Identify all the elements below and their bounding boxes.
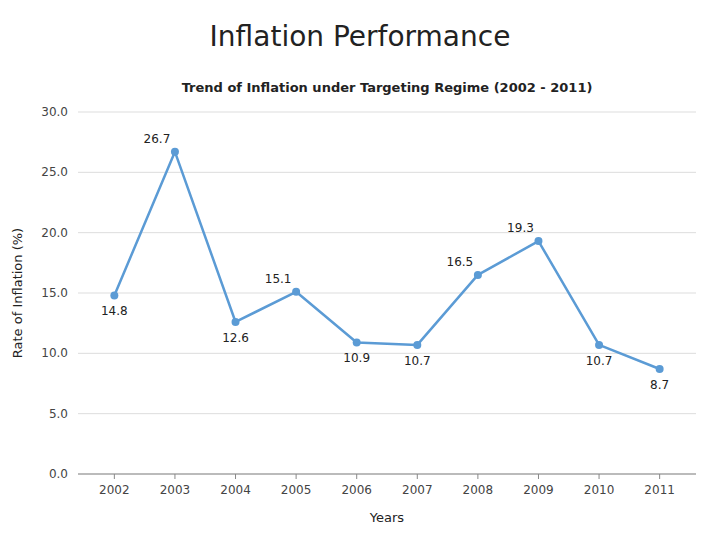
x-tick [356,474,357,479]
chart-container: Inflation Performance Trend of Inflation … [0,0,720,540]
x-tick-label: 2009 [523,483,554,497]
data-label: 14.8 [101,304,128,318]
data-point [292,288,300,296]
x-tick [477,474,478,479]
grid-line [78,474,696,475]
y-tick-label: 25.0 [41,165,68,179]
chart-svg: Inflation Performance Trend of Inflation … [0,0,720,540]
x-tick-label: 2008 [463,483,494,497]
x-tick [296,474,297,479]
x-tick [538,474,539,479]
data-label: 15.1 [265,272,292,286]
x-tick-label: 2007 [402,483,433,497]
x-tick-label: 2003 [160,483,191,497]
y-tick-label: 10.0 [41,346,68,360]
data-line [114,152,659,369]
data-point [232,318,240,326]
data-label: 19.3 [507,221,534,235]
title: Inflation Performance [210,20,511,53]
x-tick-label: 2002 [99,483,130,497]
data-label: 10.7 [586,354,613,368]
data-point [110,291,118,299]
plot-area [110,148,663,373]
x-tick [114,474,115,479]
data-label: 10.7 [404,354,431,368]
data-point [413,341,421,349]
y-tick-label: 0.0 [49,467,68,481]
data-point [353,338,361,346]
data-label: 26.7 [144,132,171,146]
data-point [171,148,179,156]
grid-line [78,112,696,113]
x-tick-label: 2011 [644,483,675,497]
x-axis-label: Years [369,510,405,525]
data-point [656,365,664,373]
y-tick-label: 20.0 [41,226,68,240]
x-tick [599,474,600,479]
grid-line [78,232,696,233]
data-label: 10.9 [343,351,370,365]
y-tick-label: 15.0 [41,286,68,300]
grid-line [78,293,696,294]
y-tick-label: 30.0 [41,105,68,119]
x-tick-label: 2006 [341,483,372,497]
data-point [595,341,603,349]
grid-line [78,172,696,173]
x-tick-label: 2010 [584,483,615,497]
page: {"chart_data": {"type": "line", "title":… [0,0,720,540]
x-tick-label: 2005 [281,483,312,497]
x-tick [174,474,175,479]
y-axis-label: Rate of Inflation (%) [10,228,25,358]
data-label: 8.7 [650,378,669,392]
x-axis-line [78,474,696,475]
data-point [474,271,482,279]
x-tick [235,474,236,479]
x-tick-label: 2004 [220,483,251,497]
data-point [534,237,542,245]
y-tick-label: 5.0 [49,407,68,421]
grid-line [78,413,696,414]
y-grid [78,112,696,474]
x-tick [659,474,660,479]
x-tick [417,474,418,479]
data-label: 16.5 [447,255,474,269]
data-labels: 14.8 26.7 12.6 15.1 10.9 10.7 16.5 19.3 10.7 8.7 [101,132,669,392]
subtitle: Trend of Inflation under Targeting Regim… [182,80,593,95]
data-label: 12.6 [222,331,249,345]
